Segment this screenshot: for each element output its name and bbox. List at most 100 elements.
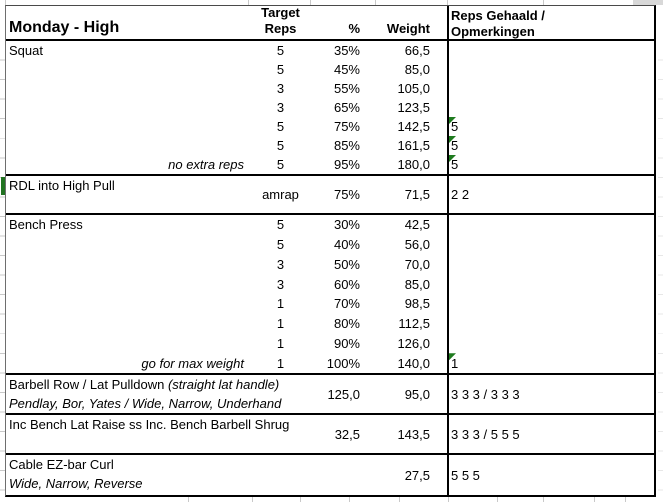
exercise-name-suffix: (straight lat handle) <box>164 377 280 392</box>
cell-target-reps[interactable]: 3 <box>276 276 285 292</box>
cell-target-reps[interactable]: 5 <box>276 217 285 233</box>
cell-target-reps[interactable]: 1 <box>276 335 285 351</box>
cell-weight[interactable]: 85,0 <box>404 62 430 77</box>
cell-reps-achieved[interactable]: 5 <box>447 117 654 136</box>
gridline-tick <box>543 497 544 502</box>
cell-percent[interactable]: 55% <box>333 81 360 96</box>
cell-exercise-name[interactable]: Barbell Row / Lat Pulldown (straight lat… <box>6 375 281 413</box>
cell-exercise-name[interactable]: RDL into High Pull <box>6 176 248 213</box>
cell-reps-achieved[interactable] <box>447 313 654 334</box>
cell-target-reps[interactable]: 1 <box>276 355 285 371</box>
cell-percent[interactable]: 65% <box>333 100 360 115</box>
column-header-reps-achieved[interactable]: Reps Gehaald / Opmerkingen <box>447 6 654 39</box>
cell-weight[interactable]: 142,5 <box>397 119 430 134</box>
cell-weight[interactable]: 143,5 <box>397 426 430 442</box>
cell-reps-achieved[interactable]: 2 2 <box>447 176 654 213</box>
cell-target-reps[interactable]: 3 <box>276 81 285 96</box>
target-label-line2: Reps <box>264 21 297 36</box>
cell-weight[interactable]: 123,5 <box>397 100 430 115</box>
cell-weight[interactable]: 27,5 <box>404 467 430 483</box>
cell-weight[interactable]: 70,0 <box>404 256 430 272</box>
cell-target-reps[interactable]: 5 <box>276 119 285 134</box>
cell-percent[interactable]: 60% <box>333 276 360 292</box>
cell-reps-achieved[interactable] <box>447 294 654 314</box>
table-row: 3 60% 85,0 <box>6 274 654 294</box>
cell-percent[interactable]: 35% <box>333 43 360 58</box>
cell-reps-achieved[interactable] <box>447 41 654 60</box>
cell-weight[interactable]: 126,0 <box>397 335 430 351</box>
cell-weight[interactable]: 98,5 <box>404 296 430 312</box>
cell-exercise-name[interactable]: Squat <box>6 41 248 60</box>
cell-target-reps[interactable]: 1 <box>276 296 285 312</box>
cell-reps-achieved[interactable]: 1 <box>447 353 654 373</box>
cell-reps-achieved[interactable]: 5 5 5 <box>447 455 654 495</box>
cell-weight[interactable]: 112,5 <box>398 316 430 332</box>
cell-percent[interactable]: 95% <box>333 157 360 172</box>
cell-percent[interactable]: 75% <box>333 187 360 202</box>
worksheet-table: Monday - High Target Reps % Weight Reps … <box>5 5 656 497</box>
cell-exercise-name[interactable]: go for max weight <box>6 356 248 371</box>
exercise-name: Inc Bench Lat Raise ss Inc. Bench Barbel… <box>9 415 289 434</box>
cell-target-reps[interactable]: 5 <box>276 62 285 77</box>
gridline-tick <box>310 0 311 5</box>
cell-target-reps[interactable]: 5 <box>276 237 285 253</box>
cell-percent[interactable]: 125,0 <box>327 386 360 402</box>
table-row: 3 55% 105,0 <box>6 79 654 98</box>
cell-weight[interactable]: 140,0 <box>397 355 430 371</box>
cell-reps-achieved[interactable] <box>447 274 654 294</box>
cell-reps-achieved[interactable]: 5 <box>447 155 654 174</box>
cell-percent[interactable]: 70% <box>333 296 360 312</box>
cell-target-reps[interactable]: 3 <box>276 256 285 272</box>
cell-target-reps[interactable]: 3 <box>276 100 285 115</box>
cell-reps-achieved[interactable]: 5 <box>447 136 654 155</box>
cell-reps-achieved[interactable] <box>447 234 654 255</box>
cell-percent[interactable]: 90% <box>333 335 360 351</box>
cell-target-reps[interactable] <box>248 455 313 495</box>
cell-reps-achieved[interactable] <box>447 79 654 98</box>
column-header-percent[interactable]: % <box>313 6 378 39</box>
cell-percent[interactable]: 80% <box>333 316 360 332</box>
cell-percent[interactable]: 45% <box>333 62 360 77</box>
cell-weight[interactable]: 71,5 <box>404 187 430 202</box>
table-row: 1 70% 98,5 <box>6 294 654 314</box>
cell-weight[interactable]: 105,0 <box>397 81 430 96</box>
cell-percent[interactable] <box>313 455 378 495</box>
exercise-name-text: Cable EZ-bar Curl <box>9 457 114 472</box>
cell-weight[interactable]: 85,0 <box>404 276 430 292</box>
cell-reps-achieved[interactable] <box>447 215 654 235</box>
column-header-weight[interactable]: Weight <box>378 6 447 39</box>
cell-reps-achieved[interactable] <box>447 98 654 117</box>
cell-weight[interactable]: 42,5 <box>404 217 430 233</box>
cell-percent[interactable]: 32,5 <box>334 426 360 442</box>
cell-weight[interactable]: 56,0 <box>404 237 430 253</box>
cell-reps-achieved[interactable] <box>447 254 654 275</box>
cell-exercise-name[interactable]: no extra reps <box>6 157 248 172</box>
cell-weight[interactable]: 66,5 <box>404 43 430 58</box>
cell-percent[interactable]: 85% <box>333 138 360 153</box>
cell-exercise-name[interactable]: Inc Bench Lat Raise ss Inc. Bench Barbel… <box>6 415 289 453</box>
cell-percent[interactable]: 40% <box>333 237 360 253</box>
cell-weight[interactable]: 161,5 <box>397 138 430 153</box>
cell-reps-achieved[interactable]: 3 3 3 / 3 3 3 <box>447 375 654 413</box>
cell-weight[interactable]: 95,0 <box>404 386 430 402</box>
table-row: 3 50% 70,0 <box>6 254 654 275</box>
cell-percent[interactable]: 50% <box>333 256 360 272</box>
column-header-target-reps[interactable]: Target Reps <box>248 5 313 39</box>
cell-exercise-name[interactable]: Cable EZ-bar Curl Wide, Narrow, Reverse <box>6 455 248 495</box>
cell-target-reps[interactable] <box>248 415 313 453</box>
cell-weight[interactable]: 180,0 <box>397 157 430 172</box>
cell-percent[interactable]: 75% <box>333 119 360 134</box>
cell-target-reps[interactable]: 1 <box>276 316 285 332</box>
cell-target-reps[interactable]: amrap <box>262 187 299 202</box>
cell-percent[interactable]: 30% <box>333 217 360 233</box>
cell-reps-achieved[interactable] <box>447 60 654 79</box>
cell-percent[interactable]: 100% <box>326 355 360 371</box>
cell-reps-achieved[interactable] <box>447 333 654 354</box>
cell-reps-achieved[interactable]: 3 3 3 / 5 5 5 <box>447 415 654 453</box>
cell-target-reps[interactable]: 5 <box>276 138 285 153</box>
cell-target-reps[interactable]: 5 <box>276 157 285 172</box>
cell-title[interactable]: Monday - High <box>6 6 248 39</box>
cell-target-reps[interactable]: 5 <box>276 43 285 58</box>
cell-exercise-name[interactable]: Bench Press <box>6 215 248 234</box>
cell-target-reps[interactable] <box>248 375 313 413</box>
